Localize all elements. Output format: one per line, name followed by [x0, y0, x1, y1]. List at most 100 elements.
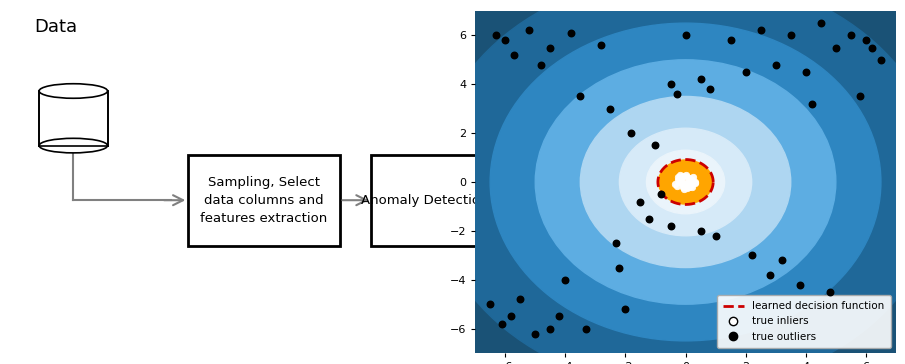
Point	[643, 216, 657, 222]
Point	[624, 130, 639, 136]
Point	[768, 62, 783, 68]
Point	[674, 177, 689, 182]
Point	[675, 182, 690, 187]
Point	[784, 32, 798, 38]
Point	[668, 182, 682, 187]
Point	[745, 252, 759, 258]
Point	[684, 184, 699, 190]
Point	[682, 183, 697, 189]
Point	[522, 28, 537, 33]
Circle shape	[535, 60, 836, 304]
Point	[495, 321, 510, 327]
Point	[723, 37, 738, 43]
Legend: learned decision function, true inliers, true outliers: learned decision function, true inliers,…	[717, 295, 891, 348]
Point	[528, 331, 542, 336]
Point	[672, 172, 687, 178]
Circle shape	[580, 96, 791, 268]
Point	[681, 184, 696, 190]
Circle shape	[295, 0, 905, 364]
Point	[670, 91, 684, 97]
Point	[612, 265, 626, 270]
FancyBboxPatch shape	[188, 155, 339, 246]
Point	[573, 94, 587, 99]
Point	[674, 177, 689, 182]
Point	[680, 174, 694, 180]
Point	[793, 282, 807, 288]
Point	[823, 289, 837, 295]
Point	[693, 76, 708, 82]
Point	[498, 37, 512, 43]
Point	[677, 186, 691, 192]
Circle shape	[646, 150, 725, 214]
Point	[864, 45, 879, 51]
Point	[677, 184, 691, 190]
Point	[873, 57, 888, 63]
Point	[489, 32, 503, 38]
Point	[648, 142, 662, 148]
Point	[513, 296, 528, 302]
Point	[579, 326, 594, 332]
Point	[558, 277, 573, 283]
Point	[679, 32, 693, 38]
Text: Data: Data	[34, 18, 77, 36]
Point	[507, 52, 521, 58]
Point	[654, 191, 669, 197]
Point	[504, 313, 519, 319]
Point	[679, 180, 693, 186]
Circle shape	[659, 160, 712, 204]
Point	[679, 172, 693, 178]
Point	[709, 233, 723, 239]
Point	[859, 37, 873, 43]
Point	[671, 177, 685, 182]
Point	[663, 81, 678, 87]
Point	[670, 183, 684, 189]
Point	[663, 223, 678, 229]
Point	[762, 272, 776, 278]
Text: Sampling, Select
data columns and
features extraction: Sampling, Select data columns and featur…	[200, 176, 328, 225]
Text: Anomaly Detection: Anomaly Detection	[361, 194, 489, 207]
Point	[775, 257, 789, 263]
Point	[829, 45, 843, 51]
Point	[693, 228, 708, 234]
FancyBboxPatch shape	[371, 155, 479, 246]
Point	[805, 101, 819, 107]
Point	[609, 240, 624, 246]
Point	[671, 174, 685, 180]
Point	[672, 175, 687, 181]
Point	[687, 180, 701, 186]
Point	[679, 182, 693, 187]
Point	[543, 326, 557, 332]
Point	[543, 45, 557, 51]
Point	[681, 179, 696, 185]
Ellipse shape	[39, 138, 108, 153]
Point	[843, 32, 858, 38]
Point	[672, 179, 687, 185]
Point	[595, 42, 609, 48]
Point	[686, 174, 700, 180]
Ellipse shape	[39, 84, 108, 98]
Point	[603, 106, 617, 112]
Point	[738, 69, 753, 75]
Point	[682, 178, 697, 184]
Point	[798, 69, 813, 75]
Point	[552, 313, 567, 319]
Point	[675, 184, 690, 190]
Point	[534, 62, 548, 68]
Circle shape	[430, 0, 905, 364]
Point	[684, 177, 699, 182]
Point	[618, 306, 633, 312]
Point	[702, 86, 717, 92]
Circle shape	[491, 23, 881, 341]
Circle shape	[619, 128, 752, 236]
Point	[564, 30, 578, 36]
Point	[675, 173, 690, 179]
Point	[853, 94, 867, 99]
Point	[681, 175, 696, 181]
Point	[754, 28, 768, 33]
Bar	[39, 91, 108, 146]
Point	[814, 20, 828, 26]
Point	[634, 199, 648, 205]
Point	[684, 182, 699, 187]
Point	[483, 301, 498, 307]
Point	[680, 185, 694, 191]
